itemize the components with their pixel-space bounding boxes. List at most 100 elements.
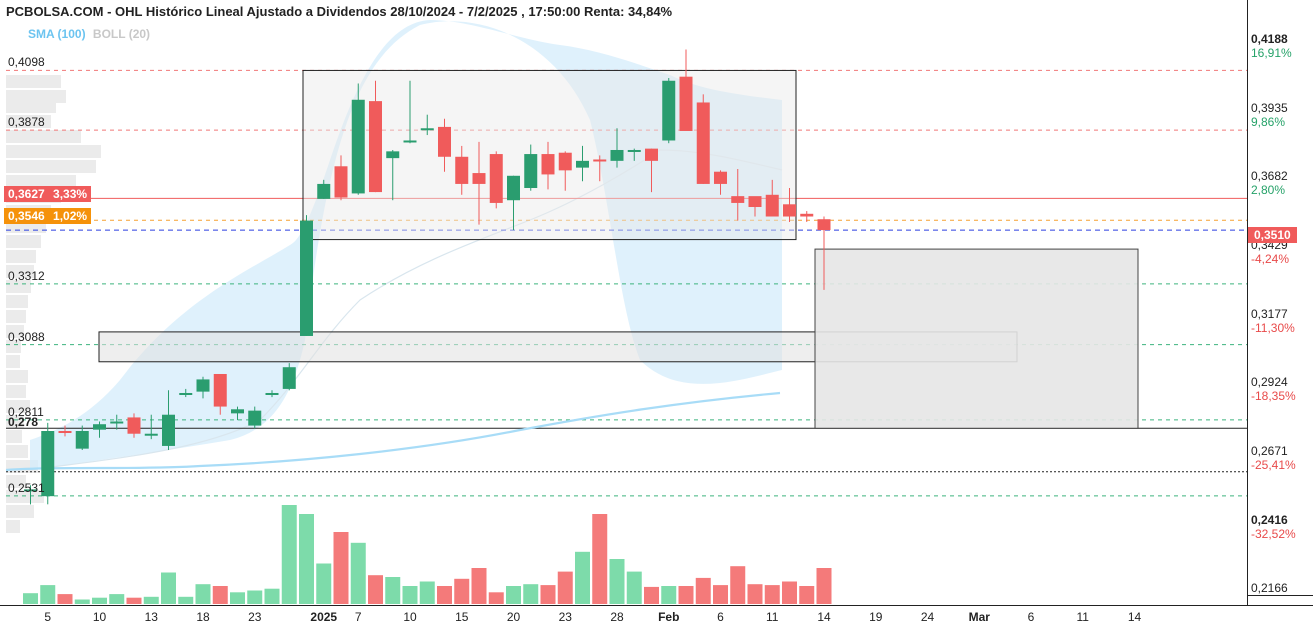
volume-bar [195,584,211,604]
volume-bar [506,586,521,604]
x-axis-label: 7 [354,610,362,624]
chart-title: PCBOLSA.COM - OHL Histórico Lineal Ajust… [6,4,673,19]
volume-bar [74,599,90,604]
candle [386,151,400,159]
candle [110,421,124,424]
right-axis-pct: -18,35% [1251,389,1296,404]
volume-profile-bar [6,385,26,398]
volume-bar [437,586,452,604]
candle [507,175,520,201]
volume-bar [782,581,797,604]
volume-bar [626,571,642,604]
left-level-label: 0,4098 [8,55,45,70]
x-axis-label: 10 [92,610,107,624]
volume-profile-bar [6,340,21,353]
candle [524,154,538,189]
volume-profile-bar [6,100,56,113]
right-axis-label: 0,2166 [1251,581,1288,595]
volume-bar [402,586,418,604]
x-axis-label: 10 [403,610,417,624]
indicator-legend: SMA (100) BOLL (20) [28,27,150,41]
boll-legend[interactable]: BOLL (20) [92,27,151,41]
x-axis-label: 13 [144,610,158,624]
candle [472,173,486,184]
left-level-label: 0,2811 [8,404,44,419]
volume-profile-bar [6,265,34,278]
right-axis-pct: -11,30% [1251,320,1295,335]
candle [489,154,503,203]
volume-bar [540,585,556,604]
volume-profile-bar [6,505,34,518]
last-price-tag: 0,3510 [1248,227,1297,243]
volume-bar [678,586,694,604]
volume-profile-bar [6,520,20,533]
right-axis-price: 0,3177 [1251,306,1288,321]
candle [541,154,555,175]
volume-profile-bar [6,235,41,248]
sma-legend[interactable]: SMA (100) [28,27,86,41]
volume-profile-bar [6,90,66,103]
candle [610,149,624,161]
volume-bar [109,594,125,604]
candle [800,213,814,217]
right-axis-price: 0,2416 [1251,513,1288,528]
volume-bar [178,596,194,604]
volume-profile-bar [6,310,26,323]
price-tag-red: 0,3627 3,33% [4,186,92,202]
candle [783,204,796,217]
volume-bar [316,563,332,604]
candle [455,156,469,184]
candle [93,424,106,430]
candle [420,128,434,131]
price-tag-orange-price: 0,3546 [8,209,45,223]
candle [127,417,141,434]
price-tag-red-price: 0,3627 [8,187,45,201]
right-axis-price: 0,2924 [1251,375,1288,390]
x-axis-label: 19 [869,610,883,624]
volume-bar [454,578,470,604]
left-level-label: 0,3878 [8,115,45,130]
volume-bars [23,505,832,604]
candle [248,410,262,426]
volume-bar [747,584,763,604]
volume-bar [126,597,142,604]
volume-bar [92,597,107,604]
volume-bar [212,586,228,604]
left-level-label: 0,3088 [8,329,45,344]
right-axis-pct: 2,80% [1251,183,1286,198]
candle [334,166,348,198]
volume-profile-bar [6,75,61,88]
volume-bar [23,593,38,604]
candle [75,431,89,449]
left-level-label: 0,278 [8,415,39,430]
volume-profile-bar [6,130,81,143]
right-axis-pct: -32,52% [1251,527,1296,542]
volume-profile-bar [6,400,30,413]
price-tag-orange-pct: 1,02% [53,209,88,223]
volume-bar [557,571,573,604]
volume-bar [488,592,504,604]
volume-profile-bar [6,415,24,428]
x-axis-label: 5 [44,610,52,624]
x-axis-label: Mar [968,610,990,624]
candle [196,379,210,392]
right-axis-label: 0,4188 16,91% [1251,32,1292,60]
candle [714,171,727,184]
volume-bar [661,586,677,604]
volume-bar [816,568,832,604]
price-tag-orange: 0,3546 1,02% [4,208,92,224]
candle [765,194,779,217]
right-axis-label: 0,2416 -32,52% [1251,513,1296,541]
volume-profile-bar [6,370,28,383]
candle [679,76,693,131]
right-axis-label: 0,3682 2,80% [1251,169,1288,197]
candle [282,367,296,389]
right-axis-pct: 16,91% [1251,46,1292,60]
x-axis-label: 14 [1127,610,1142,624]
range-box [814,248,1139,429]
volume-bar [40,585,56,604]
candle [162,414,175,446]
chart-frame [0,0,1313,606]
candle [748,196,762,208]
volume-bar [799,586,815,604]
